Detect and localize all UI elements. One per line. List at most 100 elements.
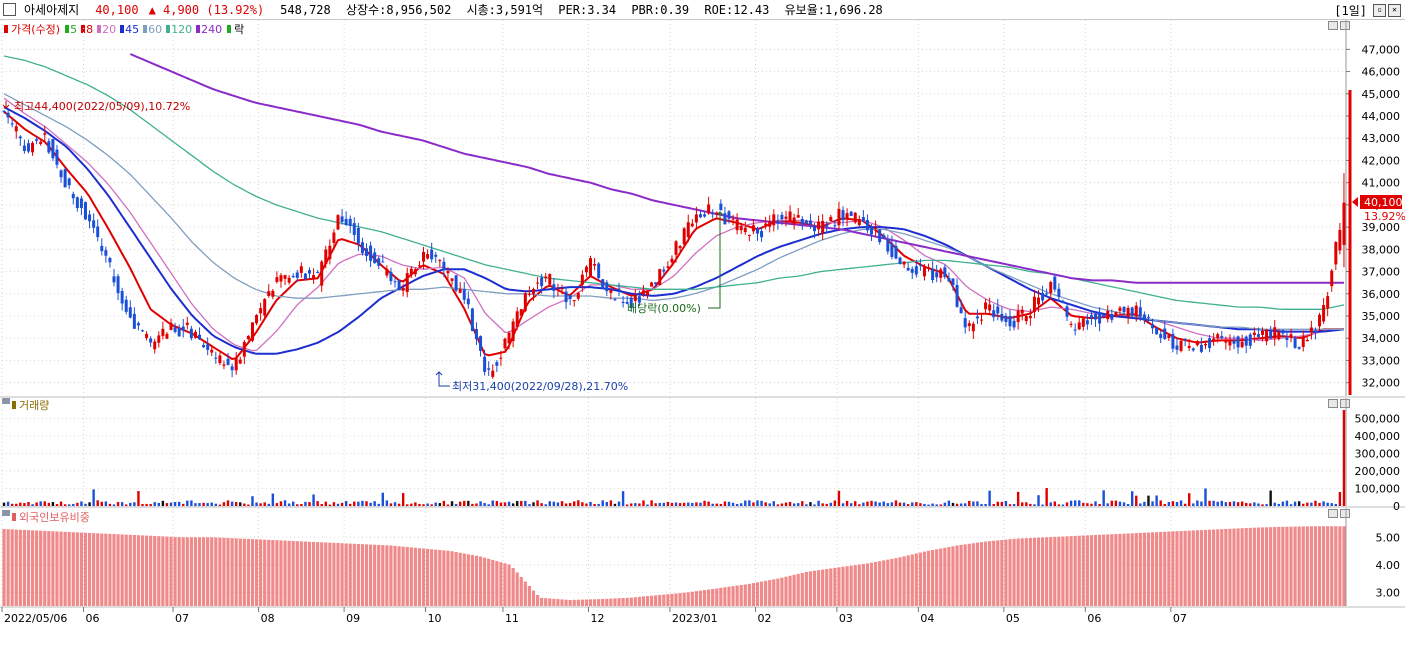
candle-body	[613, 299, 617, 301]
volume-bar	[483, 503, 486, 506]
volume-bar	[955, 503, 959, 506]
foreign-bar	[189, 537, 193, 606]
ma-legend-item[interactable]: 240	[196, 23, 222, 36]
ma-legend-item[interactable]: 45	[120, 23, 139, 36]
ma-legend-item[interactable]: 8	[81, 23, 93, 36]
foreign-bar	[328, 542, 332, 606]
restore-window-icon[interactable]: ▫	[1373, 4, 1386, 17]
foreign-bar	[458, 552, 462, 606]
select-checkbox[interactable]	[3, 3, 16, 16]
panel-close-icon[interactable]	[1340, 509, 1350, 518]
candle-body	[108, 258, 112, 263]
foreign-bar	[837, 567, 841, 606]
foreign-bar	[1061, 536, 1065, 606]
volume-bar	[605, 501, 608, 506]
candle-body	[1220, 336, 1224, 338]
drop-legend-label[interactable]: 락	[234, 23, 245, 36]
x-tick-label: 03	[839, 612, 853, 625]
candle-body	[564, 291, 568, 303]
candle-body	[401, 287, 405, 291]
volume-bar	[487, 504, 490, 506]
candle-body	[764, 223, 768, 226]
volume-bar	[748, 500, 751, 506]
foreign-legend-label[interactable]: 외국인보유비중	[19, 511, 90, 524]
volume-bar	[275, 503, 279, 506]
volume-bar	[149, 504, 152, 506]
volume-panel-buttons	[1328, 399, 1350, 408]
candle-body	[47, 141, 51, 153]
foreign-bar	[902, 556, 906, 606]
low-marker-icon	[435, 371, 450, 387]
foreign-bar	[711, 588, 715, 606]
pbr-value: PBR:0.39	[631, 3, 690, 17]
volume-bar	[397, 503, 401, 506]
volume-bar	[972, 501, 975, 506]
candle-body	[617, 288, 621, 290]
ma-legend-item[interactable]: 20	[97, 23, 116, 36]
foreign-bar	[918, 552, 922, 606]
close-window-icon[interactable]: ✕	[1388, 4, 1401, 17]
panel-minimize-icon[interactable]	[1328, 509, 1338, 518]
foreign-bar	[910, 554, 914, 606]
foreign-bar	[519, 576, 523, 606]
foreign-bar	[686, 592, 690, 606]
volume-panel-grip[interactable]	[2, 398, 10, 404]
foreign-bar	[694, 591, 698, 606]
candle-body	[1151, 324, 1155, 329]
volume-bar	[1016, 491, 1020, 506]
volume-bar	[471, 503, 474, 506]
foreign-bar	[939, 548, 943, 606]
ma-legend-swatch	[65, 25, 70, 33]
price-tick-label: 45,000	[1362, 88, 1401, 101]
foreign-bar	[177, 537, 181, 606]
annotations: 최고44,400(2022/05/09),10.72% 최저31,400(202…	[2, 90, 1358, 395]
foreign-bar	[161, 536, 165, 606]
ma-legend-item[interactable]: 5	[65, 23, 77, 36]
volume-bar	[1139, 503, 1142, 506]
panel-minimize-icon[interactable]	[1328, 21, 1338, 30]
volume-legend-label[interactable]: 거래량	[19, 399, 50, 412]
foreign-bar	[153, 535, 157, 606]
foreign-bar	[739, 585, 743, 606]
foreign-bar	[544, 598, 548, 606]
volume-bar	[902, 502, 906, 506]
volume-bar	[263, 502, 266, 506]
ma-legend-item[interactable]: 120	[166, 23, 192, 36]
candle-body	[177, 328, 181, 337]
candle-body	[271, 290, 275, 297]
foreign-bar	[926, 550, 931, 606]
foreign-bar	[650, 595, 654, 606]
volume-bar	[1314, 500, 1317, 506]
volume-bar	[491, 500, 494, 506]
volume-bar	[625, 504, 629, 506]
panel-minimize-icon[interactable]	[1328, 399, 1338, 408]
change-percent: (13.92%)	[206, 2, 265, 17]
foreign-bar	[2, 529, 6, 606]
foreign-bar	[1102, 534, 1106, 606]
volume-bar	[1155, 495, 1158, 506]
foreign-bar	[1334, 526, 1338, 606]
candle-body	[690, 223, 694, 227]
foreign-bar	[894, 558, 898, 606]
candle-body	[1163, 328, 1167, 339]
stock-name[interactable]: 아세아제지	[24, 3, 80, 17]
candle-body	[503, 338, 507, 349]
candle-body	[576, 292, 580, 299]
foreign-bar	[352, 543, 356, 606]
volume-bar	[760, 500, 763, 506]
volume-bar	[520, 500, 523, 506]
volume-bar	[1118, 501, 1122, 506]
panel-close-icon[interactable]	[1340, 21, 1350, 30]
candle-body	[409, 268, 413, 275]
foreign-panel-grip[interactable]	[2, 510, 10, 516]
ma-legend-item[interactable]: 60	[143, 23, 162, 36]
price-legend-label[interactable]: 가격(수정)	[11, 23, 61, 36]
panel-close-icon[interactable]	[1340, 399, 1350, 408]
volume-bar	[723, 501, 727, 506]
foreign-bar	[409, 547, 413, 606]
candle-body	[1183, 339, 1187, 341]
period-selector[interactable]: [1일]	[1334, 4, 1367, 18]
volume-bar	[226, 500, 230, 506]
volume-bar	[1057, 504, 1061, 506]
